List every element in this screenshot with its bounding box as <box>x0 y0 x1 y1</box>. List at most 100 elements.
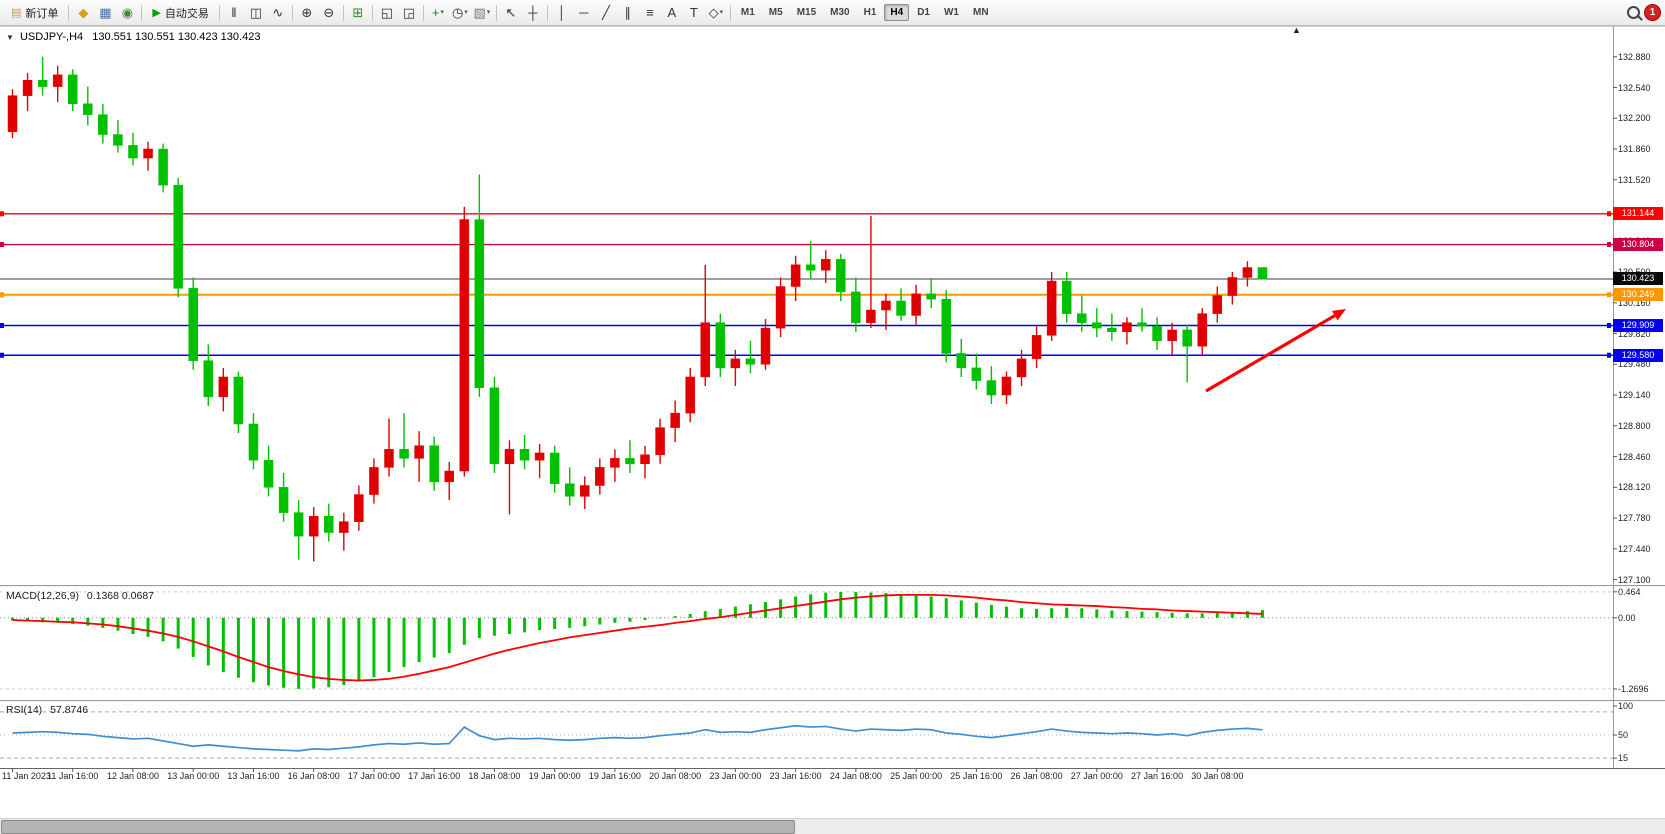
time-axis-label: 13 Jan 00:00 <box>167 771 220 781</box>
time-axis-label: 20 Jan 08:00 <box>649 771 702 781</box>
chart-symbol-period: USDJPY-,H4 <box>19 31 84 43</box>
text-icon[interactable]: A <box>667 5 677 20</box>
time-axis-label: 30 Jan 08:00 <box>1191 771 1244 781</box>
time-axis-label: 17 Jan 16:00 <box>408 771 461 781</box>
timeframe-w1[interactable]: W1 <box>943 7 959 18</box>
time-axis-label: 26 Jan 08:00 <box>1010 771 1063 781</box>
timeframe-mn[interactable]: MN <box>972 7 989 18</box>
chart-menu-icon[interactable]: ▼ <box>6 33 14 42</box>
toolbar-separator <box>141 4 143 21</box>
timeframe-m1[interactable]: M1 <box>740 7 755 18</box>
cursor-icon[interactable]: ↖ <box>505 5 517 20</box>
price-tick-label: 132.880 <box>1618 51 1651 62</box>
market-watch-icon[interactable]: ◆ <box>78 5 89 20</box>
zoom-out-icon[interactable]: ⊖ <box>323 5 335 20</box>
timeframe-m30[interactable]: M30 <box>830 7 850 18</box>
timeframe-h1[interactable]: H1 <box>863 7 877 18</box>
time-axis-label: 17 Jan 00:00 <box>347 771 400 781</box>
trend-arrow-annotation[interactable] <box>1205 314 1336 393</box>
data-window-icon[interactable]: ▦ <box>99 5 112 20</box>
rsi-name: RSI(14) <box>6 704 43 716</box>
rsi-tick-label: 50 <box>1618 730 1629 740</box>
line-chart-icon[interactable]: ∿ <box>272 5 284 20</box>
new-order-icon: ▤ <box>11 7 22 19</box>
templates-icon[interactable]: ▧ ▾ <box>473 5 491 20</box>
rsi-group <box>0 711 1613 759</box>
navigator-icon[interactable]: ◉ <box>121 5 134 20</box>
timeframe-h4[interactable]: H4 <box>884 4 910 21</box>
auto-trading-button[interactable]: ▶ 自动交易 <box>145 2 215 24</box>
time-axis-label: 19 Jan 00:00 <box>528 771 581 781</box>
level-lines-group[interactable] <box>0 211 1613 358</box>
time-axis-label: 12 Jan 08:00 <box>106 771 159 781</box>
macd-group <box>0 591 1613 690</box>
time-axis-label: 27 Jan 16:00 <box>1131 771 1184 781</box>
price-tick-label: 131.520 <box>1618 174 1651 185</box>
channel-icon[interactable]: ∥ <box>624 5 632 20</box>
vertical-line-icon[interactable]: │ <box>557 5 566 20</box>
price-tick-label: 129.140 <box>1618 390 1651 401</box>
toolbar-separator <box>342 4 344 21</box>
toolbar-separator <box>371 4 373 21</box>
toolbar-separator <box>68 4 70 21</box>
chart-shift-marker[interactable]: ▲ <box>1292 25 1301 35</box>
objects-window-icon[interactable]: ◲ <box>402 5 416 20</box>
new-order-button-label: 新订单 <box>25 7 59 20</box>
time-axis-label: 11 Jan 16:00 <box>47 771 99 781</box>
bar-chart-icon[interactable]: ‖ <box>231 5 237 20</box>
price-badge: 129.909 <box>1613 318 1663 332</box>
shapes-icon[interactable]: ◇ ▾ <box>708 5 724 20</box>
toolbar-separator <box>218 4 220 21</box>
toolbar-separator <box>546 4 548 21</box>
periods-icon[interactable]: ◷ ▾ <box>451 5 468 20</box>
macd-signal-line <box>12 593 1263 682</box>
toolbar-separator <box>729 4 731 21</box>
new-order-button[interactable]: ▤ 新订单 <box>4 2 65 24</box>
annotation-group[interactable] <box>1205 309 1346 393</box>
fibonacci-icon[interactable]: ≡ <box>646 5 654 20</box>
rsi-tick-label: 100 <box>1618 701 1634 711</box>
macd-tick-label: 0.00 <box>1618 612 1636 623</box>
add-indicator-icon[interactable]: + ▾ <box>431 5 444 20</box>
dropdown-caret-icon: ▾ <box>719 9 724 16</box>
price-badge: 129.580 <box>1613 348 1663 362</box>
notifications-badge[interactable]: 1 <box>1644 4 1661 21</box>
price-tick-label: 129.820 <box>1618 328 1651 339</box>
time-axis-label: 11 Jan 2023 <box>2 771 51 781</box>
timeframe-m15[interactable]: M15 <box>796 7 817 18</box>
price-badge: 130.249 <box>1613 288 1663 302</box>
time-axis-label: 16 Jan 08:00 <box>287 771 340 781</box>
candlestick-chart-icon[interactable]: ◫ <box>249 5 263 20</box>
time-axis-label: 23 Jan 16:00 <box>769 771 822 781</box>
price-tick-label: 132.200 <box>1618 113 1651 124</box>
price-tick-label: 128.460 <box>1618 451 1651 462</box>
time-axis-label: 23 Jan 00:00 <box>709 771 762 781</box>
price-tick-label: 131.860 <box>1618 144 1651 155</box>
indicators-window-icon[interactable]: ◱ <box>380 5 394 20</box>
toolbar-separator <box>495 4 497 21</box>
timeframe-m5[interactable]: M5 <box>768 7 783 18</box>
tile-windows-icon[interactable]: ⊞ <box>352 5 364 20</box>
price-tick-label: 130.160 <box>1618 297 1651 308</box>
horizontal-line-icon[interactable]: ─ <box>579 5 589 20</box>
chart-title: ▼ USDJPY-,H4 130.551 130.551 130.423 130… <box>6 31 260 43</box>
time-axis-label: 19 Jan 16:00 <box>588 771 641 781</box>
macd-values: 0.1368 0.0687 <box>86 590 155 602</box>
frame-group <box>0 26 1665 772</box>
price-badge: 131.144 <box>1613 207 1663 221</box>
time-axis-label: 25 Jan 16:00 <box>950 771 1003 781</box>
search-icon[interactable] <box>1622 2 1644 24</box>
crosshair-icon[interactable]: ┼ <box>528 5 538 20</box>
price-tick-label: 132.540 <box>1618 82 1651 93</box>
price-tick-label: 128.800 <box>1618 420 1651 431</box>
price-tick-label: 127.100 <box>1618 574 1651 585</box>
zoom-in-icon[interactable]: ⊕ <box>301 5 313 20</box>
toolbar-separator <box>422 4 424 21</box>
price-tick-label: 129.480 <box>1618 359 1651 370</box>
scrollbar-thumb[interactable] <box>1 820 795 834</box>
label-icon[interactable]: T <box>689 5 698 20</box>
trendline-icon[interactable]: ╱ <box>601 5 610 20</box>
rsi-tick-label: 15 <box>1618 753 1629 764</box>
timeframe-d1[interactable]: D1 <box>917 7 930 18</box>
